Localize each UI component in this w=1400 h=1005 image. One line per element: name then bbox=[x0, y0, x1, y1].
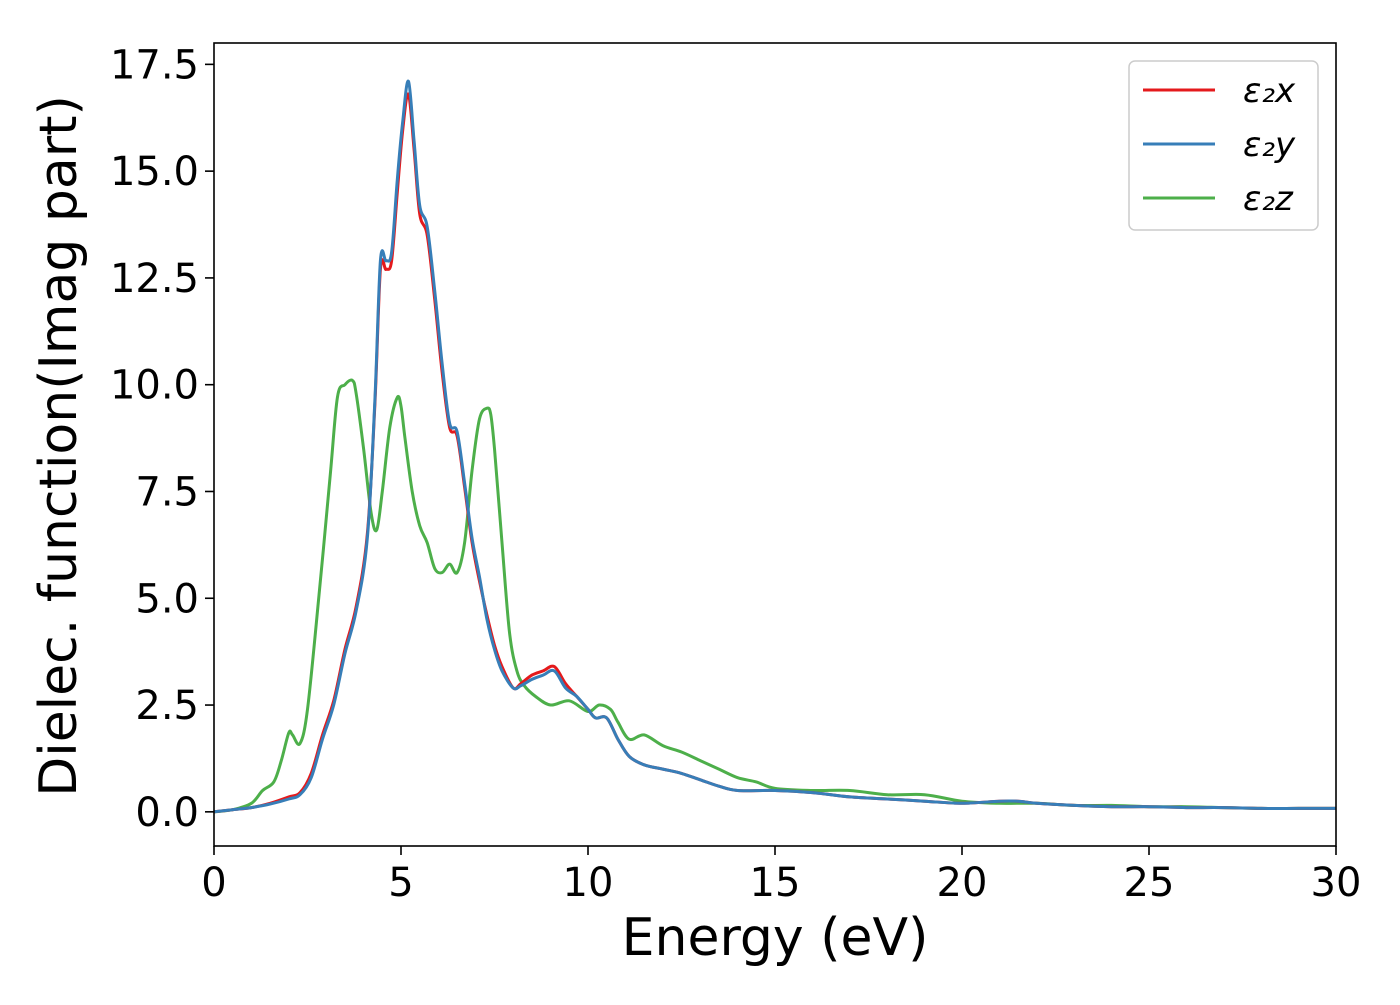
series-line-e2y bbox=[214, 79, 1336, 814]
y-tick-label: 7.5 bbox=[135, 469, 199, 515]
legend-box bbox=[1128, 60, 1319, 231]
plot-lines bbox=[214, 79, 1336, 814]
y-axis-label: Dielec. function(Imag part) bbox=[29, 95, 89, 797]
legend-label: ε₂x bbox=[1243, 71, 1296, 111]
x-tick-label: 30 bbox=[1311, 860, 1362, 906]
y-tick-label: 15.0 bbox=[110, 149, 199, 195]
y-tick-label: 10.0 bbox=[110, 363, 199, 409]
x-tick-label: 0 bbox=[201, 860, 226, 906]
y-axis-ticks: 0.0 2.5 5.0 7.5 10.0 12.5 15.0 17.5 bbox=[110, 42, 214, 836]
legend-label: ε₂y bbox=[1243, 125, 1296, 165]
y-tick-label: 5.0 bbox=[135, 576, 199, 622]
x-tick-label: 25 bbox=[1124, 860, 1175, 906]
y-tick-label: 12.5 bbox=[110, 256, 199, 302]
y-tick-label: 2.5 bbox=[135, 683, 199, 729]
legend-label: ε₂z bbox=[1243, 179, 1294, 219]
x-tick-label: 10 bbox=[563, 860, 614, 906]
x-tick-label: 20 bbox=[937, 860, 988, 906]
x-tick-label: 15 bbox=[750, 860, 801, 906]
x-axis-ticks: 0 5 10 15 20 25 30 bbox=[201, 846, 1361, 906]
y-tick-label: 0.0 bbox=[135, 790, 199, 836]
series-line-e2z bbox=[214, 378, 1336, 814]
y-tick-label: 17.5 bbox=[110, 42, 199, 88]
x-axis-label: Energy (eV) bbox=[622, 908, 929, 968]
x-tick-label: 5 bbox=[388, 860, 413, 906]
legend: ε₂x ε₂y ε₂z bbox=[1128, 60, 1319, 231]
